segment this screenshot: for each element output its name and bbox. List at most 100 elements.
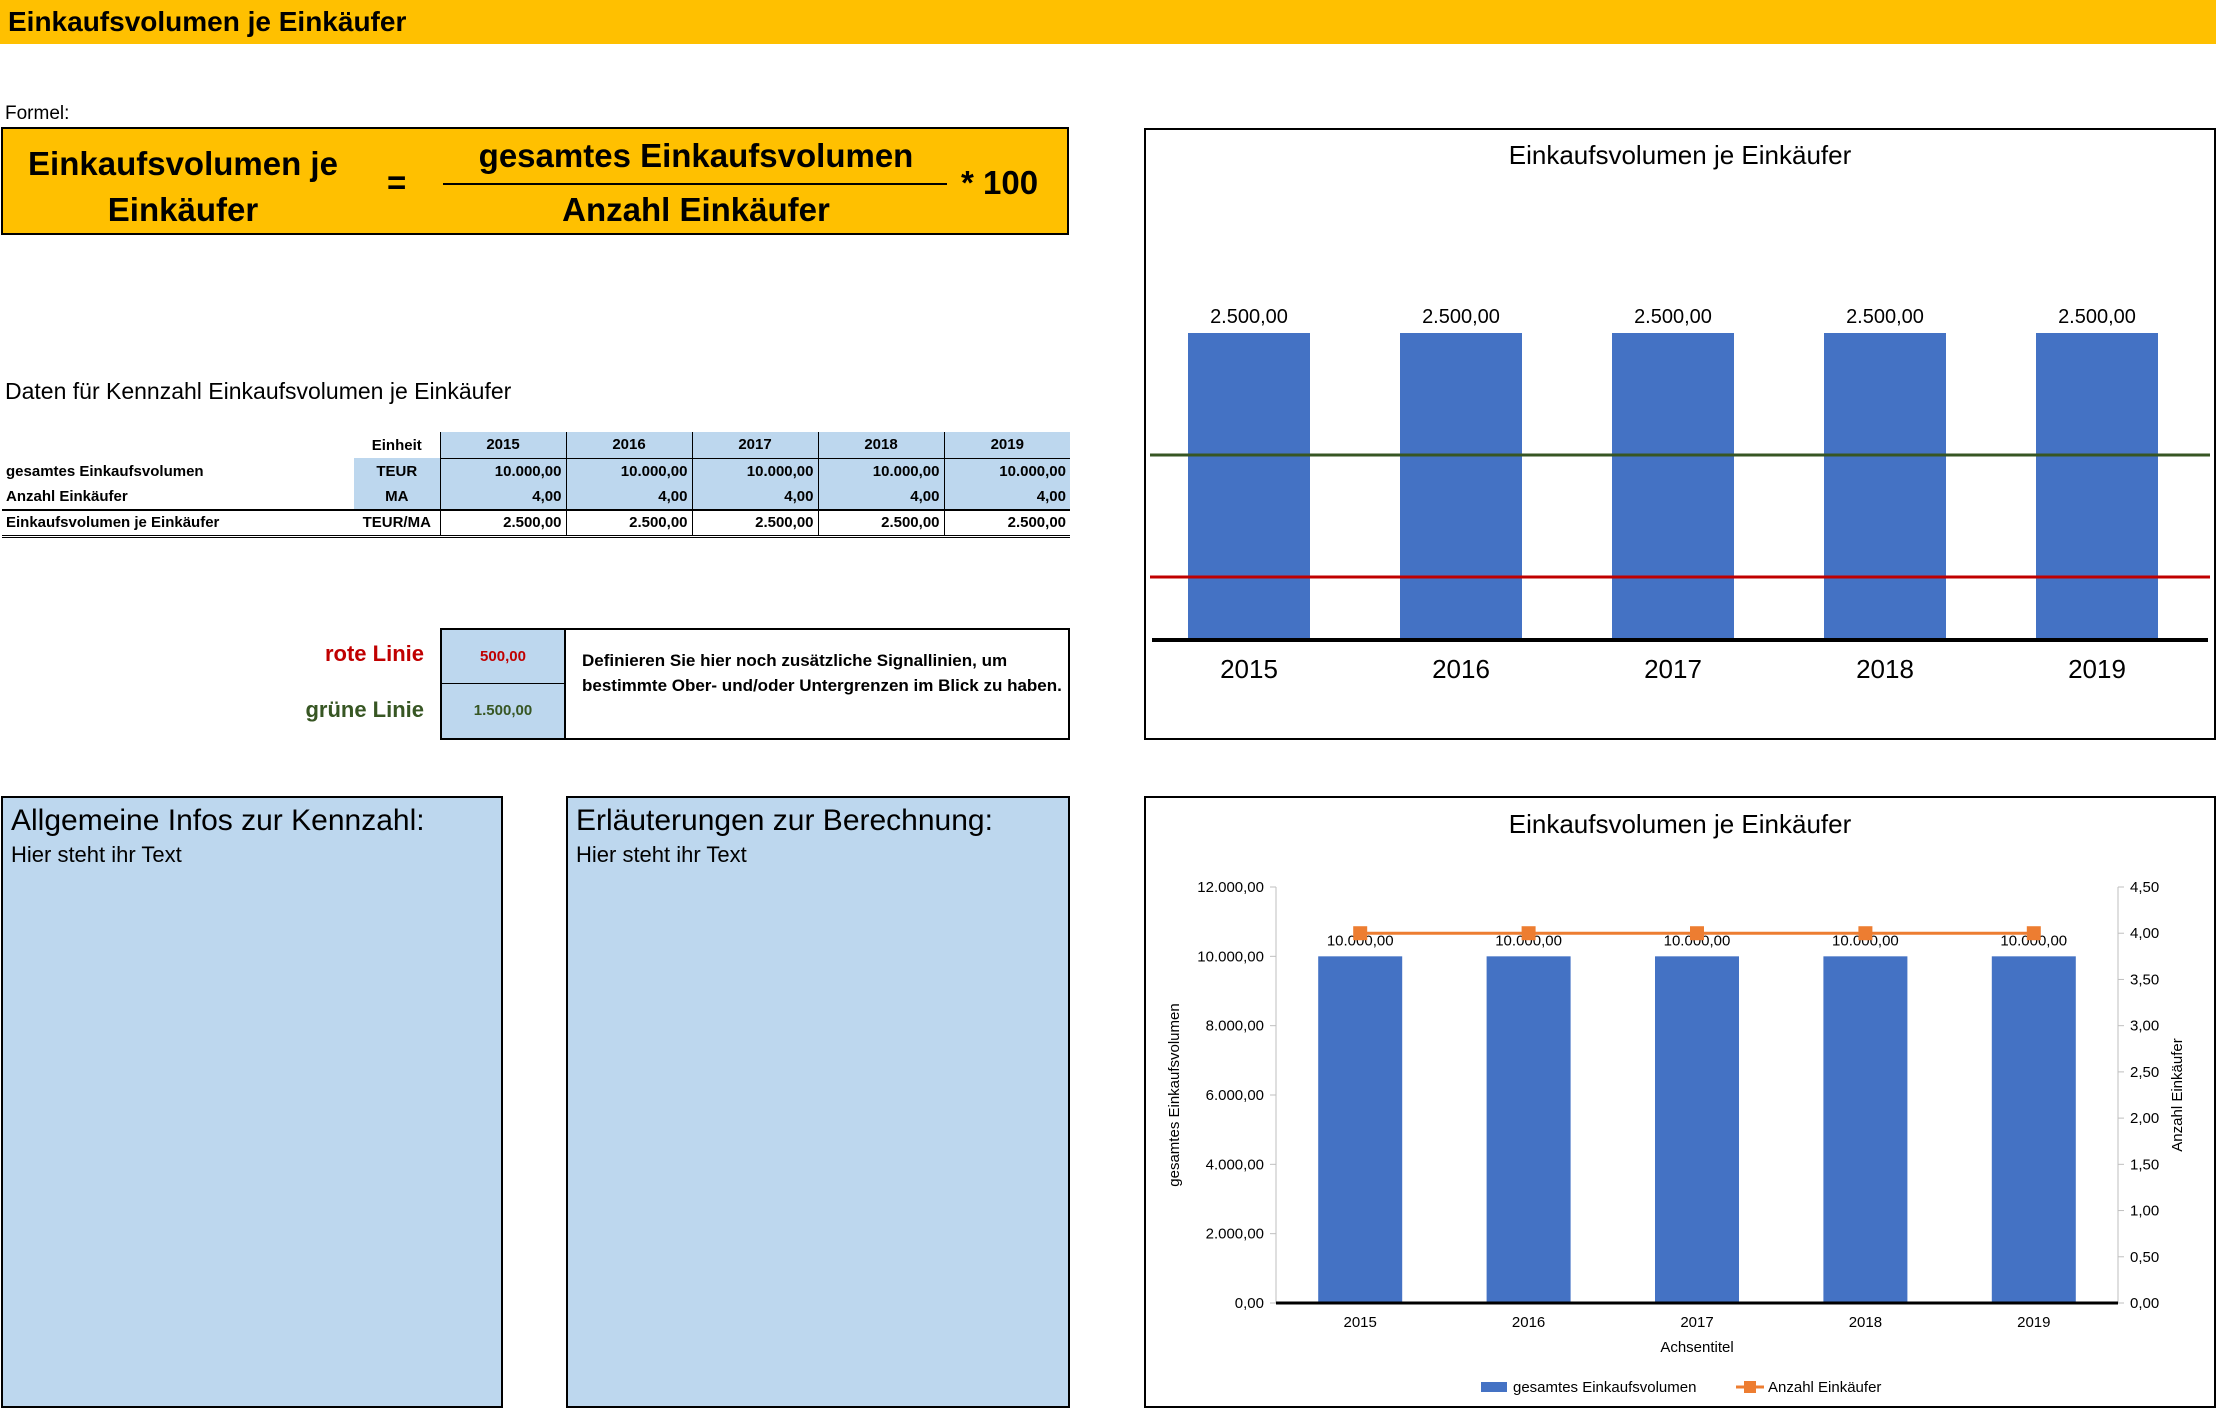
table-header-unit: Einheit (371, 436, 422, 454)
table-row-result: Einkaufsvolumen je Einkäufer TEUR/MA 2.5… (2, 510, 1070, 536)
red-line-value[interactable]: 500,00 (480, 648, 526, 665)
data-label: 2.500,00 (2058, 306, 2136, 328)
legend-swatch-bar (1481, 1382, 1507, 1392)
formula-lhs-line1: Einkaufsvolumen je (28, 145, 338, 182)
table-cell: 2.500,00 (439, 510, 566, 536)
table-header-blank (2, 432, 354, 458)
y2-tick-label: 2,50 (2130, 1064, 2159, 1081)
calc-info-text: Hier steht ihr Text (576, 842, 747, 867)
red-line-label: rote Linie (324, 641, 424, 666)
y-axis-title: gesamtes Einkaufsvolumen (1166, 1003, 1183, 1186)
calc-info-title: Erläuterungen zur Berechnung: (576, 804, 993, 837)
formula-multiplier: * 100 (961, 164, 1039, 201)
formula-label: Formel: (5, 103, 70, 124)
table-cell: 4,00 (565, 484, 692, 510)
x-tick-label: 2015 (1220, 654, 1278, 684)
table-header-year: 2015 (439, 432, 566, 459)
data-table-title: Daten für Kennzahl Einkaufsvolumen je Ei… (5, 378, 512, 404)
y2-axis-title: Anzahl Einkäufer (2169, 1038, 2186, 1151)
table-cell: 4,00 (691, 484, 818, 510)
data-table: Einheit 2015 2016 2017 2018 2019 gesamte… (2, 432, 1070, 538)
data-label: 2.500,00 (1846, 306, 1924, 328)
red-line-cell: 500,00 (442, 630, 566, 684)
table-header-year: 2018 (817, 432, 944, 459)
y-tick-label: 2.000,00 (1206, 1226, 1264, 1243)
line-marker (1858, 926, 1873, 941)
x-axis-title: Achsentitel (1660, 1339, 1733, 1356)
data-label: 2.500,00 (1210, 306, 1288, 328)
table-row: Anzahl Einkäufer MA 4,00 4,00 4,00 4,00 … (2, 484, 1070, 510)
green-line-value[interactable]: 1.500,00 (473, 702, 533, 719)
row-label: Einkaufsvolumen je Einkäufer (6, 514, 220, 532)
y2-tick-label: 1,00 (2130, 1203, 2159, 1220)
table-cell: 2.500,00 (943, 510, 1070, 536)
row-label: Anzahl Einkäufer (6, 488, 128, 505)
y-tick-label: 6.000,00 (1206, 1087, 1264, 1104)
table-cell: 4,00 (943, 484, 1070, 510)
bar (1823, 956, 1908, 1303)
title-bar: Einkaufsvolumen je Einkäufer (0, 0, 2216, 44)
data-label: 2.500,00 (1634, 306, 1712, 328)
formula-equals: = (387, 164, 407, 201)
y2-tick-label: 2,00 (2130, 1110, 2159, 1127)
table-cell: 10.000,00 (439, 458, 566, 484)
row-unit: MA (354, 484, 440, 510)
general-info-title: Allgemeine Infos zur Kennzahl: (11, 804, 425, 837)
table-row: gesamtes Einkaufsvolumen TEUR 10.000,00 … (2, 458, 1070, 484)
general-info-box[interactable]: Allgemeine Infos zur Kennzahl: Hier steh… (1, 796, 503, 1408)
formula-lhs-line2: Einkäufer (107, 191, 259, 228)
row-label: gesamtes Einkaufsvolumen (6, 462, 204, 480)
chart-kpi: Einkaufsvolumen je Einkäufer 2.500,00 201… (1150, 140, 2210, 684)
table-header-year: 2016 (565, 432, 692, 459)
row-unit: TEUR/MA (362, 514, 431, 532)
formula-box: Einkaufsvolumen je Einkäufer = gesamtes … (1, 127, 1069, 235)
y2-tick-label: 0,00 (2130, 1295, 2159, 1312)
green-line-cell: 1.500,00 (442, 684, 566, 738)
page-title: Einkaufsvolumen je Einkäufer (8, 6, 407, 37)
table-header-row: Einheit 2015 2016 2017 2018 2019 (2, 432, 1070, 459)
table-cell: 2.500,00 (565, 510, 692, 536)
table-cell: 2.500,00 (691, 510, 818, 536)
x-tick-label: 2019 (2017, 1314, 2050, 1331)
y-tick-label: 0,00 (1235, 1295, 1264, 1312)
formula-denominator: Anzahl Einkäufer (562, 191, 830, 228)
signal-box: 500,00 1.500,00 Definieren Sie hier noch… (440, 628, 1070, 740)
x-tick-label: 2018 (1856, 654, 1914, 684)
x-tick-label: 2015 (1344, 1314, 1377, 1331)
formula-lhs: Einkaufsvolumen je Einkäufer (13, 141, 353, 233)
table-cell: 10.000,00 (691, 458, 818, 484)
calc-info-box[interactable]: Erläuterungen zur Berechnung: Hier steht… (566, 796, 1070, 1408)
table-header-year: 2017 (691, 432, 818, 459)
formula-numerator: gesamtes Einkaufsvolumen (478, 137, 914, 174)
y2-tick-label: 4,00 (2130, 925, 2159, 942)
bar (1400, 333, 1522, 638)
chart-kpi-frame: Einkaufsvolumen je Einkäufer 2.500,00 201… (1144, 128, 2216, 740)
table-cell: 4,00 (817, 484, 944, 510)
table-cell: 10.000,00 (817, 458, 944, 484)
bar (1486, 956, 1571, 1303)
row-unit: TEUR (354, 458, 440, 484)
table-cell: 10.000,00 (943, 458, 1070, 484)
line-marker (2026, 926, 2041, 941)
x-tick-label: 2017 (1680, 1314, 1713, 1331)
y2-tick-label: 1,50 (2130, 1156, 2159, 1173)
bar (2036, 333, 2158, 638)
table-cell: 2.500,00 (817, 510, 944, 536)
line-marker (1521, 926, 1536, 941)
x-tick-label: 2016 (1432, 654, 1490, 684)
chart-title: Einkaufsvolumen je Einkäufer (1509, 809, 1852, 839)
x-tick-label: 2019 (2068, 654, 2126, 684)
y-tick-label: 12.000,00 (1197, 879, 1264, 896)
bar (1188, 333, 1310, 638)
bar (1655, 956, 1739, 1303)
data-label: 10.000,00 (2000, 932, 2067, 949)
chart-combo-frame: Einkaufsvolumen je Einkäufer 0,00 2.000,0… (1144, 796, 2216, 1408)
y2-tick-label: 0,50 (2130, 1249, 2159, 1266)
bar (1824, 333, 1946, 638)
fraction-line (443, 183, 947, 185)
data-label: 10.000,00 (1664, 932, 1731, 949)
y2-tick-label: 3,50 (2130, 971, 2159, 988)
y-tick-label: 8.000,00 (1206, 1018, 1264, 1035)
general-info-text: Hier steht ihr Text (11, 842, 182, 867)
bar (1612, 333, 1734, 638)
